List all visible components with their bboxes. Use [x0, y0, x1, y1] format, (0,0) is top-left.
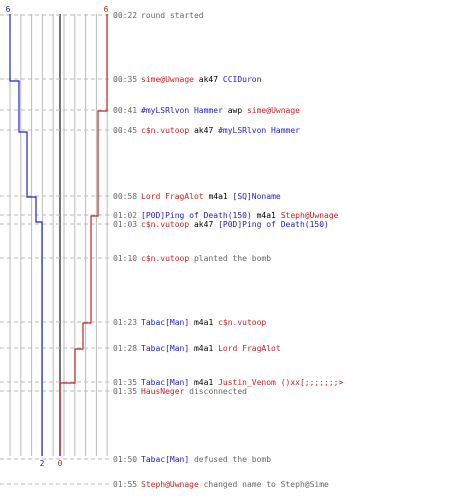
- ct-player-name: Tabac[Man]: [141, 378, 189, 387]
- event-time: 00:45: [113, 126, 137, 135]
- event-text: Tabac[Man] m4a1 c$n.vutoop: [141, 318, 266, 327]
- event-action: ak47: [189, 126, 218, 135]
- event-action: round started: [141, 11, 204, 20]
- event-action: ak47: [189, 220, 218, 229]
- ct-end-count: 2: [40, 459, 45, 468]
- t-player-name: Steph@Uwnage: [281, 211, 339, 220]
- t-player-name: c$n.vutoop: [141, 254, 189, 263]
- event-time: 00:22: [113, 11, 137, 20]
- event-text: [P0D]Ping of Death(150) m4a1 Steph@Uwnag…: [141, 211, 339, 220]
- ct-player-name: CCIDuron: [223, 75, 262, 84]
- event-time: 01:35: [113, 378, 137, 387]
- t-player-name: sime@Uwnage: [141, 75, 194, 84]
- event-time: 01:35: [113, 387, 137, 396]
- event-time: 01:10: [113, 254, 137, 263]
- t-alive-line: [59, 14, 108, 456]
- ct-player-name: [P0D]Ping of Death(150): [141, 211, 252, 220]
- event-text: c$n.vutoop planted the bomb: [141, 254, 271, 263]
- event-action: disconnected: [184, 387, 247, 396]
- event-action: m4a1: [189, 318, 218, 327]
- t-player-name: sime@Uwnage: [247, 106, 300, 115]
- ct-start-count: 6: [6, 5, 11, 14]
- event-time: 00:35: [113, 75, 137, 84]
- event-text: round started: [141, 11, 204, 20]
- ct-player-name: Tabac[Man]: [141, 344, 189, 353]
- t-player-name: Steph@Uwnage: [141, 480, 199, 489]
- event-time: 01:28: [113, 344, 137, 353]
- event-action: changed name to Steph@Sime: [199, 480, 329, 489]
- event-text: c$n.vutoop ak47 #myLSRlvon Hammer: [141, 126, 300, 135]
- event-time: 00:58: [113, 192, 137, 201]
- t-player-name: HausNeger: [141, 387, 185, 396]
- event-text: Tabac[Man] m4a1 Justin_Venom ()xx[;;;;;;…: [141, 378, 343, 387]
- event-text: HausNeger disconnected: [141, 387, 247, 396]
- event-time: 01:50: [113, 455, 137, 464]
- ct-alive-line: [9, 14, 43, 456]
- event-time: 01:03: [113, 220, 137, 229]
- event-text: #myLSRlvon Hammer awp sime@Uwnage: [141, 106, 300, 115]
- event-action: m4a1: [204, 192, 233, 201]
- event-time: 01:02: [113, 211, 137, 220]
- t-start-count: 6: [104, 5, 109, 14]
- ct-player-name: #myLSRlvon Hammer: [141, 106, 223, 115]
- event-action: m4a1: [252, 211, 281, 220]
- ct-player-name: [P0D]Ping of Death(150): [218, 220, 329, 229]
- event-text: sime@Uwnage ak47 CCIDuron: [141, 75, 262, 84]
- event-time: 01:55: [113, 480, 137, 489]
- event-action: ak47: [194, 75, 223, 84]
- ct-player-name: Tabac[Man]: [141, 455, 189, 464]
- event-action: awp: [223, 106, 247, 115]
- t-player-name: Lord FragAlot: [218, 344, 281, 353]
- t-player-name: Lord FragAlot: [141, 192, 204, 201]
- event-action: defused the bomb: [189, 455, 271, 464]
- event-text: Steph@Uwnage changed name to Steph@Sime: [141, 480, 329, 489]
- event-time: 01:23: [113, 318, 137, 327]
- event-text: Lord FragAlot m4a1 [SQ]Noname: [141, 192, 281, 201]
- event-action: planted the bomb: [189, 254, 271, 263]
- ct-player-name: Tabac[Man]: [141, 318, 189, 327]
- event-action: m4a1: [189, 344, 218, 353]
- t-player-name: c$n.vutoop: [141, 126, 189, 135]
- ct-player-name: #myLSRlvon Hammer: [218, 126, 300, 135]
- event-text: Tabac[Man] m4a1 Lord FragAlot: [141, 344, 281, 353]
- event-text: c$n.vutoop ak47 [P0D]Ping of Death(150): [141, 220, 329, 229]
- t-player-name: c$n.vutoop: [141, 220, 189, 229]
- t-player-name: Justin_Venom ()xx[;;;;;;;>: [218, 378, 343, 387]
- ct-player-name: [SQ]Noname: [233, 192, 281, 201]
- event-time: 00:41: [113, 106, 137, 115]
- event-text: Tabac[Man] defused the bomb: [141, 455, 271, 464]
- t-end-count: 0: [58, 459, 63, 468]
- event-action: m4a1: [189, 378, 218, 387]
- t-player-name: c$n.vutoop: [218, 318, 266, 327]
